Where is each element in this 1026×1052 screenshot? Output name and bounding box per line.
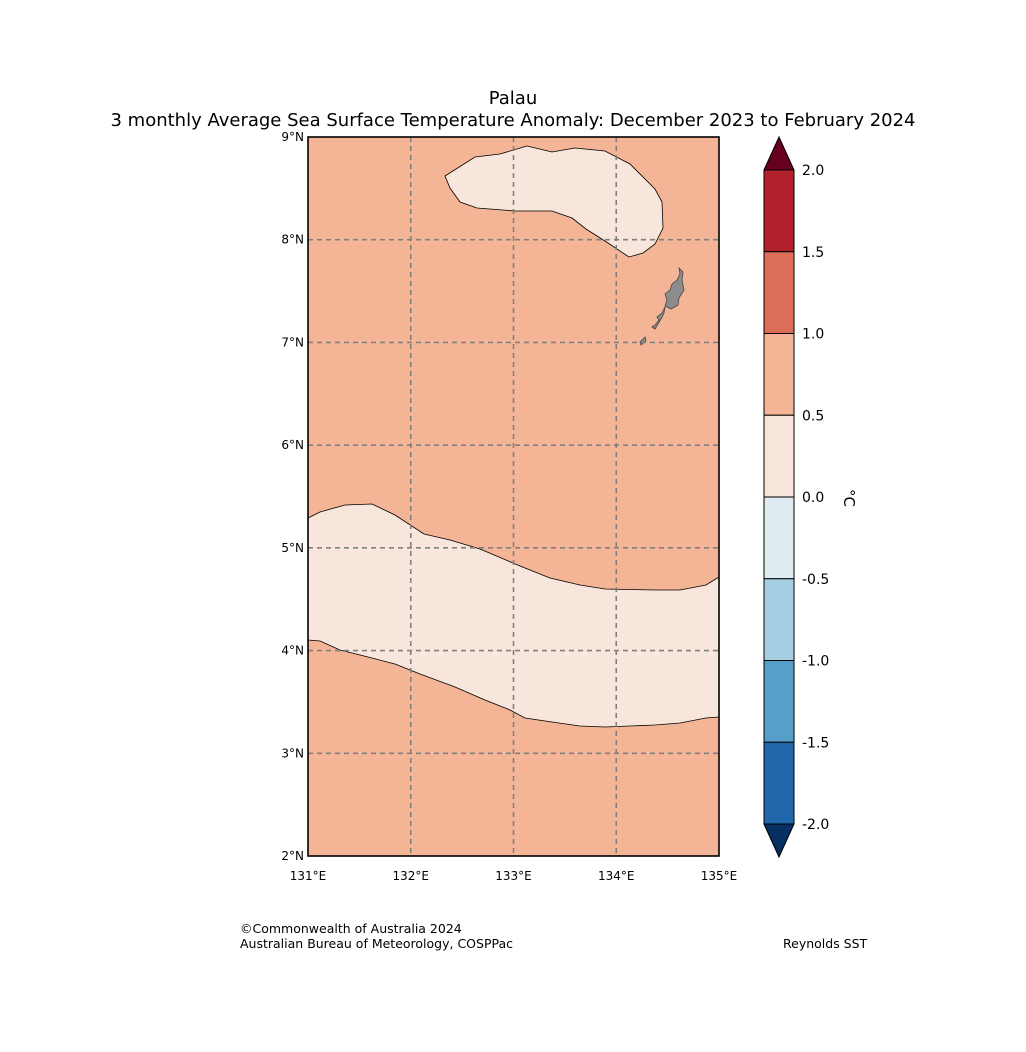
lon-tick-label: 135°E (701, 869, 738, 883)
latitude-labels: 2°N 3°N 4°N 5°N 6°N 7°N 8°N 9°N (281, 130, 304, 863)
island-koror-chain (651, 306, 666, 330)
footer-credit: ©Commonwealth of Australia 2024 Australi… (240, 921, 513, 951)
colorbar-segment (763, 169, 795, 253)
lon-tick-label: 134°E (598, 869, 635, 883)
colorbar-segment (763, 333, 795, 416)
colorbar-segment (763, 496, 795, 580)
lat-tick-label: 7°N (281, 335, 304, 349)
map-background (308, 137, 719, 856)
agency-text: Australian Bureau of Meteorology, COSPPa… (240, 936, 513, 951)
colorbar-tick-label: 1.0 (802, 327, 824, 343)
colorbar-over-arrow (763, 135, 795, 171)
lat-tick-label: 3°N (281, 746, 304, 760)
colorbar-tick-label: 0.0 (802, 490, 824, 506)
lat-tick-label: 2°N (281, 849, 304, 863)
anomaly-region-north (444, 145, 664, 258)
palau-islands (639, 266, 685, 346)
lat-tick-label: 5°N (281, 541, 304, 555)
colorbar-tick-label: 0.5 (802, 408, 824, 424)
lon-tick-label: 133°E (495, 869, 532, 883)
colorbar-segment (763, 578, 795, 661)
colorbar-unit-label: °C (840, 489, 858, 507)
colorbar-segment (763, 251, 795, 334)
map-subtitle: 3 monthly Average Sea Surface Temperatur… (110, 110, 916, 131)
lat-tick-label: 4°N (281, 644, 304, 658)
lat-tick-label: 6°N (281, 438, 304, 452)
lon-tick-label: 132°E (393, 869, 430, 883)
colorbar-tick-labels: 2.0 1.5 1.0 0.5 0.0 -0.5 -1.0 -1.5 -2.0 (802, 163, 829, 833)
colorbar (763, 135, 795, 859)
gridlines (308, 137, 719, 856)
colorbar-tick-label: -1.5 (802, 735, 829, 751)
map-frame (307, 136, 720, 857)
colorbar-segment (763, 660, 795, 743)
colorbar-tick-label: 1.5 (802, 245, 824, 261)
lat-tick-label: 8°N (281, 233, 304, 247)
map-title: Palau (488, 88, 538, 109)
data-source: Reynolds SST (783, 936, 868, 951)
colorbar-segment (763, 741, 795, 825)
longitude-labels: 131°E 132°E 133°E 134°E 135°E (290, 869, 738, 883)
colorbar-tick-label: 2.0 (802, 163, 824, 179)
copyright-text: ©Commonwealth of Australia 2024 (240, 921, 462, 936)
colorbar-tick-label: -0.5 (802, 572, 829, 588)
colorbar-tick-label: -1.0 (802, 654, 829, 670)
colorbar-tick-label: -2.0 (802, 817, 829, 833)
lat-tick-label: 9°N (281, 130, 304, 144)
island-babeldaob (664, 266, 685, 310)
colorbar-under-arrow (763, 823, 795, 859)
colorbar-segment (763, 414, 795, 498)
lon-tick-label: 131°E (290, 869, 327, 883)
